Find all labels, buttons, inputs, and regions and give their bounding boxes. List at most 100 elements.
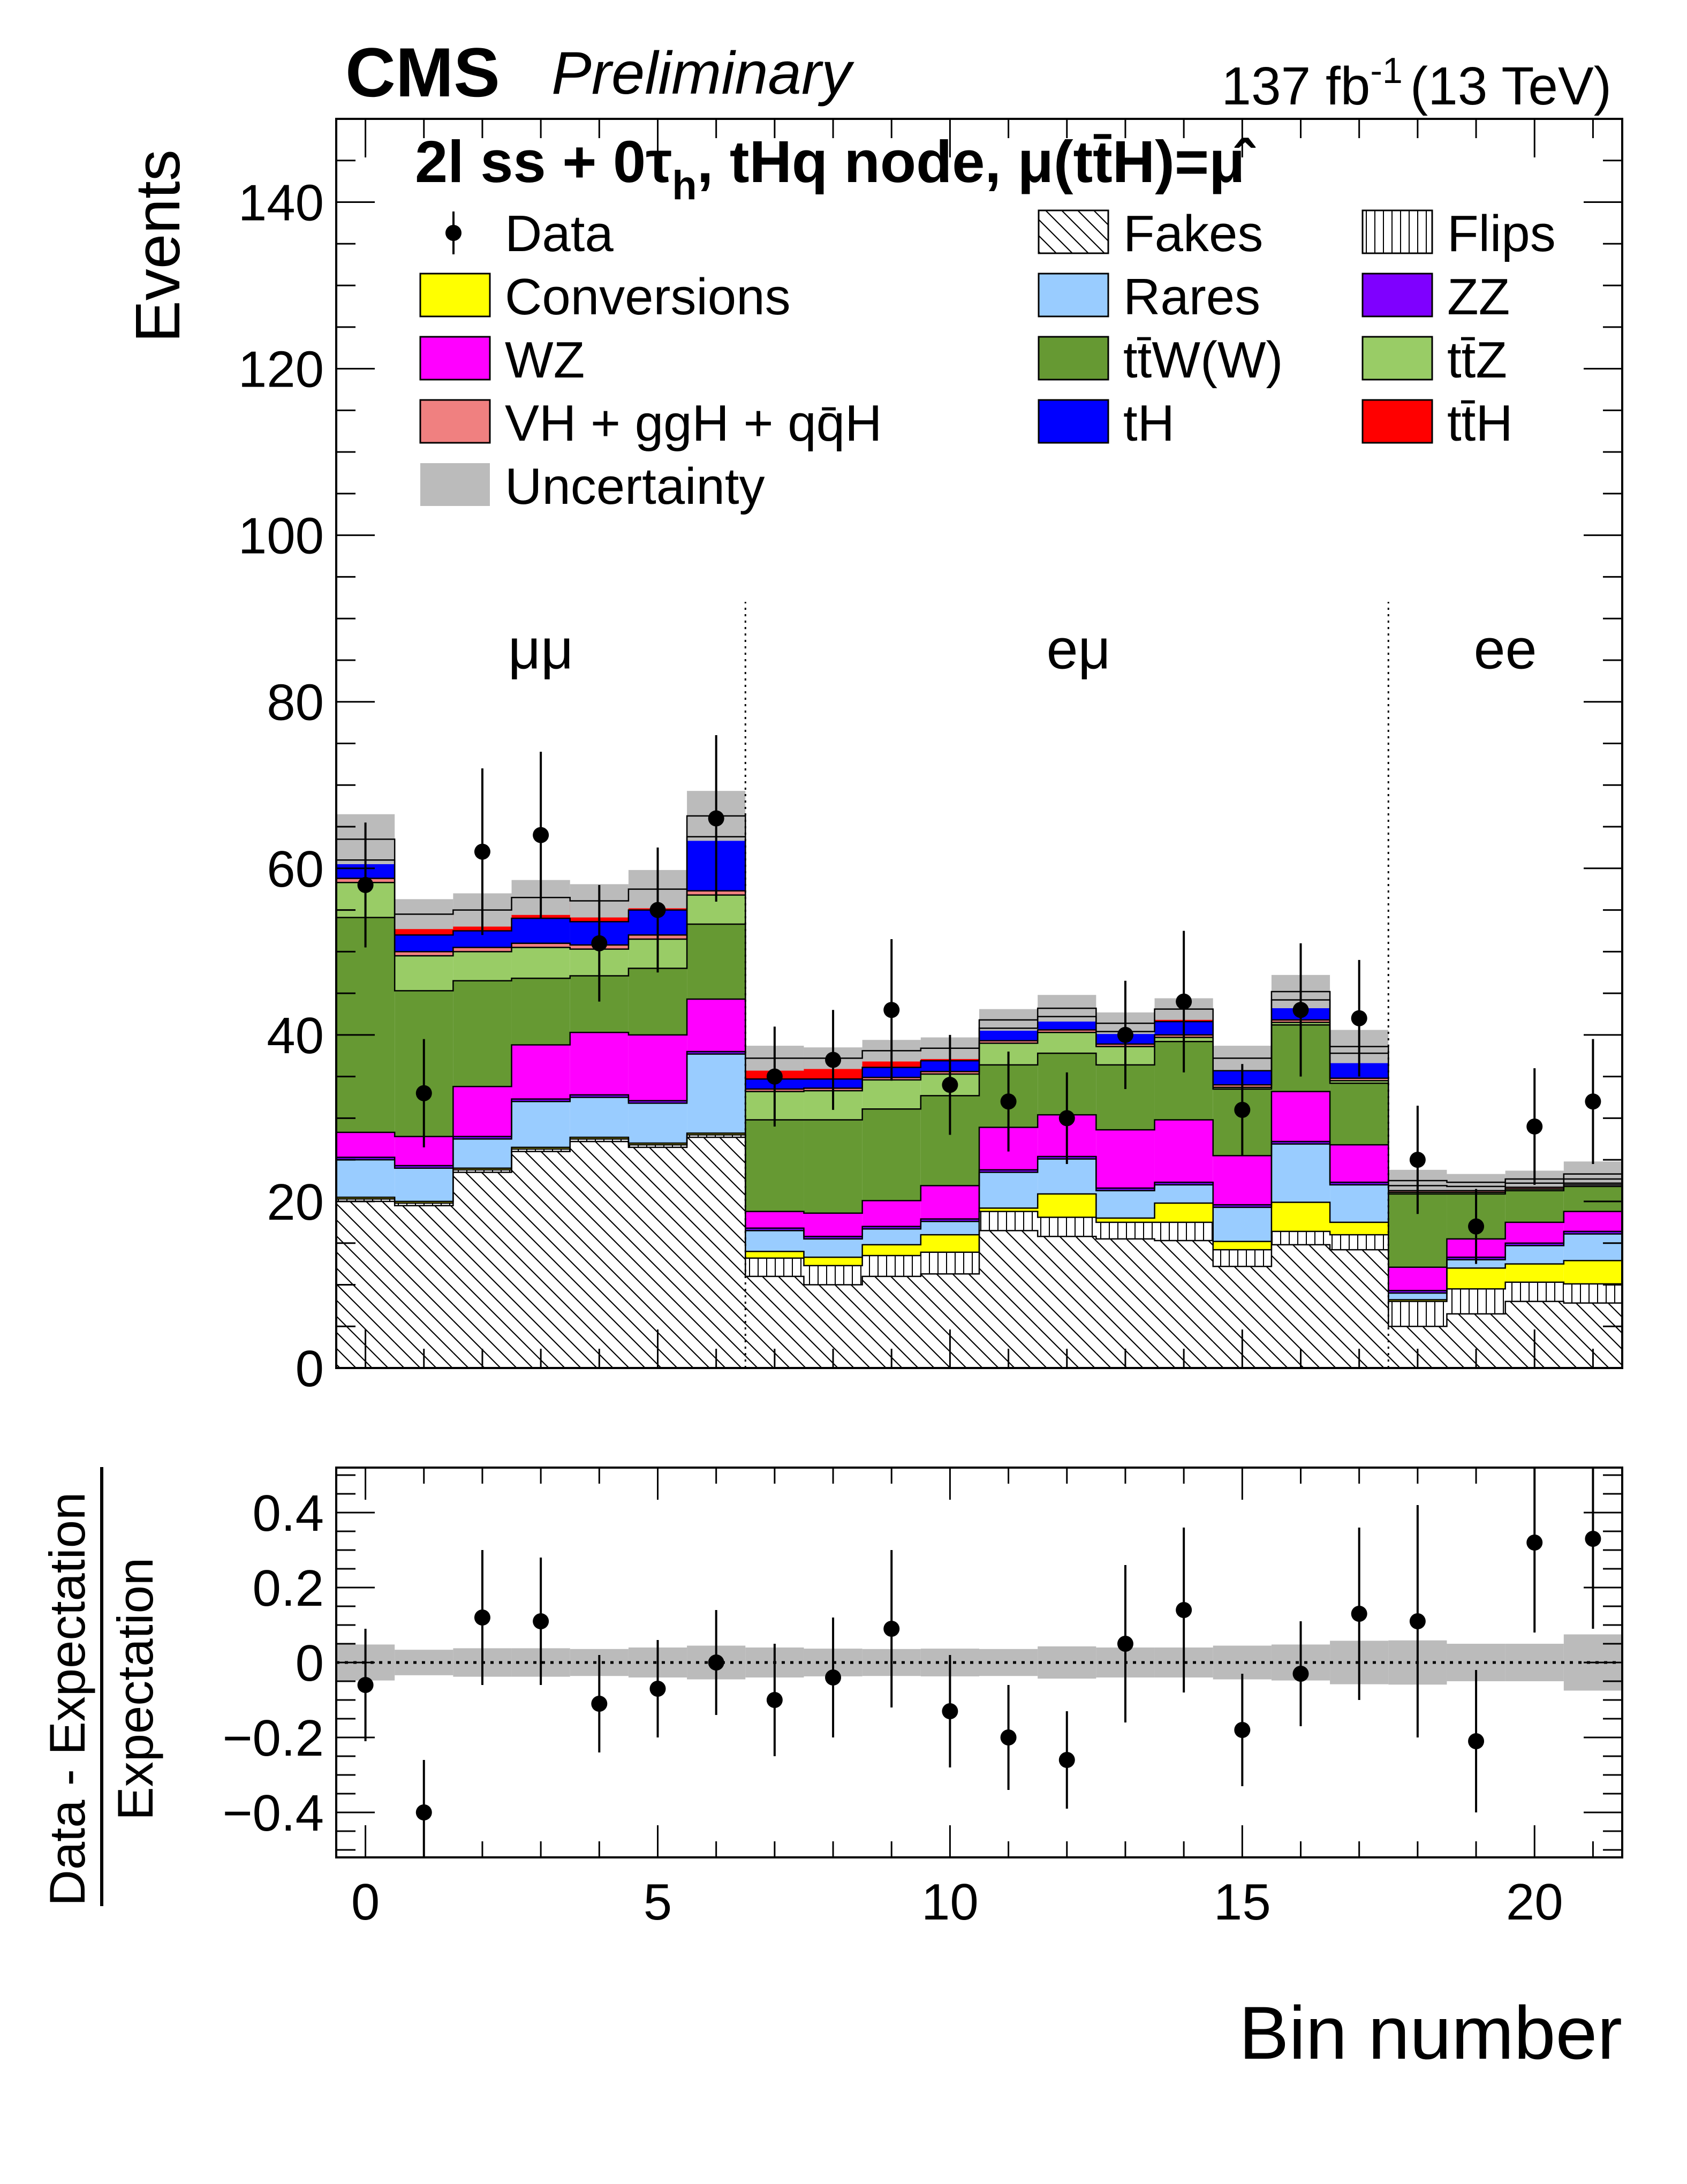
bar-rares-bin-9 — [862, 1229, 921, 1245]
data-point-bin-4 — [591, 935, 608, 951]
legend-swatch-vh — [419, 399, 491, 444]
experiment-label: CMS — [345, 33, 500, 111]
x-tick-label-5: 5 — [644, 1873, 672, 1931]
bar-conversions-bin-0 — [336, 1197, 395, 1199]
ratio-point-bin-0 — [357, 1677, 374, 1693]
bar-conversions-bin-10 — [920, 1235, 979, 1252]
bar-over-vh-bin-11 — [979, 1040, 1038, 1044]
bar-rares-bin-14 — [1154, 1184, 1213, 1204]
bar-over-th-bin-12 — [1038, 1021, 1096, 1030]
bar-ttz-bin-12 — [1038, 1032, 1096, 1054]
data-point-bin-7 — [766, 1068, 783, 1085]
legend-label-data: Data — [505, 205, 614, 262]
channel-label-1: eμ — [1047, 618, 1111, 681]
legend-swatch-unc — [420, 463, 490, 506]
bar-wz-bin-13 — [1096, 1130, 1155, 1189]
bar-ttw-bin-17 — [1330, 1083, 1389, 1145]
bar-fakes-bin-17 — [1330, 1250, 1389, 1368]
bar-ttw-bin-8 — [804, 1120, 863, 1213]
bar-conversions-bin-3 — [511, 1147, 570, 1149]
ratio-y-tick-label-2: 0 — [296, 1635, 324, 1692]
bar-flips-bin-1 — [395, 1203, 453, 1206]
lower-y-tick-labels: −0.4 −0.2 0 0.2 0.4 — [222, 1485, 324, 1842]
data-point-bin-17 — [1351, 1010, 1367, 1026]
ratio-point-bin-4 — [591, 1696, 608, 1712]
bar-conversions-bin-4 — [570, 1137, 629, 1139]
bar-wz-bin-3 — [511, 1045, 570, 1099]
bar-wz-bin-8 — [804, 1213, 863, 1237]
bar-wz-bin-2 — [453, 1086, 512, 1137]
bar-zz-bin-9 — [862, 1226, 921, 1229]
legend-label-conversions: Conversions — [505, 268, 791, 326]
y-axis-label: Events — [123, 149, 193, 343]
x-tick-label-15: 15 — [1214, 1873, 1271, 1931]
ratio-point-bin-6 — [708, 1654, 724, 1671]
bar-flips-bin-14 — [1154, 1222, 1213, 1241]
outline-flips — [336, 1134, 1622, 1302]
bar-fakes-bin-3 — [511, 1151, 570, 1368]
bar-rares-bin-0 — [336, 1160, 395, 1198]
bar-conversions-bin-6 — [687, 1133, 746, 1135]
bar-wz-bin-10 — [920, 1185, 979, 1219]
bar-fakes-bin-12 — [1038, 1236, 1096, 1368]
bar-conversions-bin-9 — [862, 1244, 921, 1256]
bar-wz-bin-0 — [336, 1132, 395, 1158]
bar-ttz-bin-2 — [453, 951, 512, 981]
bar-flips-bin-17 — [1330, 1235, 1389, 1250]
outline-wz — [336, 998, 1622, 1268]
y-tick-label-100: 100 — [238, 508, 324, 565]
ratio-point-bin-13 — [1117, 1636, 1133, 1652]
channel-labels: μμ eμ ee — [508, 618, 1537, 681]
data-point-bin-12 — [1058, 1110, 1075, 1127]
legend-swatch-th — [1038, 399, 1109, 444]
bar-flips-bin-6 — [687, 1135, 746, 1138]
legend-label-fakes: Fakes — [1123, 205, 1263, 262]
ratio-y-tick-label-3: 0.2 — [253, 1560, 324, 1617]
bar-rares-bin-2 — [453, 1139, 512, 1168]
ratio-point-bin-1 — [415, 1804, 432, 1820]
bar-over-vh-bin-3 — [511, 943, 570, 948]
bar-rares-bin-1 — [395, 1168, 453, 1201]
ratio-point-bin-17 — [1351, 1606, 1367, 1622]
bar-flips-bin-13 — [1096, 1222, 1155, 1239]
ratio-point-bin-16 — [1292, 1666, 1309, 1682]
bar-flips-bin-15 — [1213, 1250, 1272, 1267]
category-label: 2l ss + 0τh, tHq node, μ(tt̄H)=μ̂ — [415, 129, 1255, 208]
bar-zz-bin-13 — [1096, 1188, 1155, 1191]
y-tick-label-120: 120 — [238, 341, 324, 398]
stack-outlines — [336, 815, 1622, 1327]
bar-ttz-bin-3 — [511, 947, 570, 979]
ratio-y-tick-label-0: −0.4 — [222, 1785, 324, 1842]
bar-ttw-bin-21 — [1563, 1186, 1622, 1212]
bar-zz-bin-20 — [1505, 1243, 1564, 1246]
lower-axis-ticks — [336, 1468, 1622, 1857]
ratio-ylabel-denominator: Expectation — [107, 1558, 163, 1820]
ratio-point-bin-21 — [1585, 1531, 1601, 1547]
data-point-bin-10 — [942, 1077, 958, 1093]
bar-conversions-bin-17 — [1330, 1222, 1389, 1235]
bar-conversions-bin-16 — [1271, 1202, 1330, 1231]
bar-wz-bin-16 — [1271, 1091, 1330, 1142]
channel-label-0: μμ — [508, 618, 573, 681]
data-point-bin-1 — [415, 1085, 432, 1101]
bar-conversions-bin-1 — [395, 1201, 453, 1204]
bar-zz-bin-16 — [1271, 1141, 1330, 1144]
data-point-bin-3 — [533, 827, 549, 843]
bar-conversions-bin-12 — [1038, 1193, 1096, 1218]
bar-wz-bin-21 — [1563, 1211, 1622, 1231]
ratio-point-bin-5 — [649, 1681, 666, 1697]
ratio-point-bin-8 — [825, 1669, 842, 1686]
ratio-point-bin-7 — [766, 1692, 783, 1708]
bar-fakes-bin-16 — [1271, 1244, 1330, 1368]
bar-conversions-bin-15 — [1213, 1241, 1272, 1250]
bar-over-th-bin-11 — [979, 1031, 1038, 1041]
ratio-point-bin-12 — [1058, 1752, 1075, 1768]
bar-wz-bin-5 — [628, 1034, 687, 1101]
bar-ttw-bin-0 — [336, 917, 395, 1132]
bar-conversions-bin-8 — [804, 1257, 863, 1266]
data-point-bin-20 — [1526, 1118, 1543, 1135]
bar-over-th-bin-1 — [395, 935, 453, 952]
ratio-point-bin-15 — [1234, 1722, 1251, 1738]
data-point-bin-0 — [357, 876, 374, 893]
bar-ttw-bin-2 — [453, 980, 512, 1087]
